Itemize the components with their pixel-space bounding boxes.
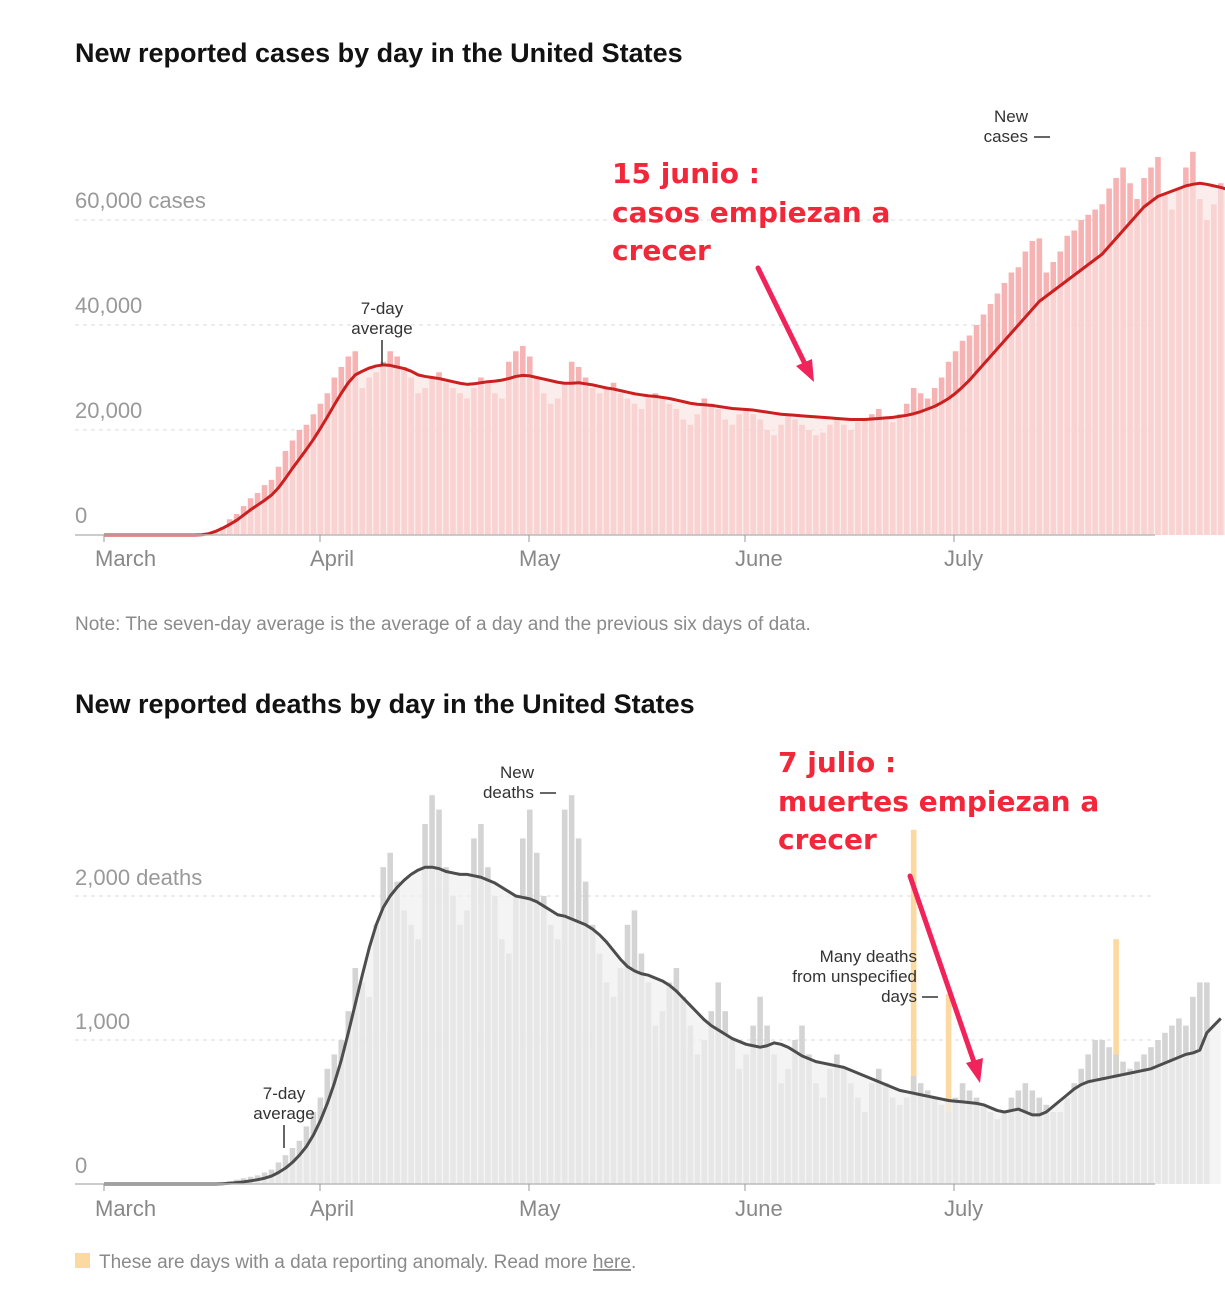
deaths-overlay-line2: muertes empiezan a	[778, 785, 1099, 818]
deaths-xtick-march: March	[95, 1196, 156, 1221]
anomaly-note-text: These are days with a data reporting ano…	[99, 1252, 593, 1273]
cases-7day-average-line	[104, 181, 1225, 537]
cases-ytick-20000: 20,000	[75, 398, 142, 423]
cases-xtick-march: March	[95, 546, 156, 571]
deaths-xtick-april: April	[310, 1196, 354, 1221]
deaths-7day-average-line	[104, 865, 1222, 1186]
deaths-average-area	[104, 867, 1221, 1184]
cases-annotation-average: 7-day average	[351, 299, 413, 365]
deaths-xtick-july: July	[944, 1196, 983, 1221]
cases-anno-avg-line2: average	[351, 319, 412, 338]
cases-xtick-april: April	[310, 546, 354, 571]
deaths-anno-avg-line2: average	[253, 1104, 314, 1123]
deaths-overlay-arrow-head	[966, 1058, 983, 1083]
anomaly-note-end: .	[631, 1252, 636, 1273]
deaths-xtick-may: May	[519, 1196, 561, 1221]
deaths-overlay-line1: 7 julio :	[778, 746, 896, 779]
cases-month-ticks: March April May June July	[95, 535, 983, 571]
deaths-month-ticks: March April May June July	[95, 1184, 983, 1221]
deaths-ytick-1000: 1,000	[75, 1009, 130, 1034]
deaths-anno-unspec-line3: days	[881, 987, 917, 1006]
cases-average-area	[104, 183, 1225, 535]
deaths-anno-unspec-line2: from unspecified	[792, 967, 917, 986]
deaths-anno-avg-line1: 7-day	[263, 1084, 306, 1103]
cases-xtick-july: July	[944, 546, 983, 571]
deaths-anno-new-line2: deaths	[483, 783, 534, 802]
deaths-annotation-unspecified: Many deaths from unspecified days	[792, 947, 938, 1006]
cases-y-ticks: 0 20,000 40,000 60,000 cases	[75, 188, 206, 528]
deaths-anomaly-bar	[945, 993, 952, 1184]
deaths-annotation-average: 7-day average	[253, 1084, 315, 1148]
deaths-anno-unspec-line1: Many deaths	[820, 947, 917, 966]
cases-overlay-arrow-head	[796, 359, 814, 382]
deaths-anno-new-line1: New	[500, 763, 535, 782]
cases-ytick-0: 0	[75, 503, 87, 528]
deaths-chart-title: New reported deaths by day in the United…	[75, 689, 695, 719]
cases-overlay-line2: casos empiezan a	[612, 196, 890, 229]
deaths-overlay-arrow-shaft	[907, 873, 978, 1068]
anomaly-note-link[interactable]: here	[593, 1252, 631, 1273]
deaths-overlay-line3: crecer	[778, 823, 877, 856]
deaths-ytick-2000: 2,000 deaths	[75, 865, 202, 890]
cases-xtick-june: June	[735, 546, 783, 571]
cases-xtick-may: May	[519, 546, 561, 571]
cases-chart-title: New reported cases by day in the United …	[75, 38, 683, 68]
cases-anno-new-line2: cases	[984, 127, 1028, 146]
deaths-overlay-annotation: 7 julio : muertes empiezan a crecer	[778, 746, 1099, 1083]
cases-anno-avg-line1: 7-day	[361, 299, 404, 318]
cases-note: Note: The seven-day average is the avera…	[75, 614, 811, 635]
cases-ytick-40000: 40,000	[75, 293, 142, 318]
anomaly-legend-swatch	[75, 1253, 90, 1268]
cases-anno-new-line1: New	[994, 107, 1029, 126]
cases-overlay-annotation: 15 junio : casos empiezan a crecer	[612, 157, 890, 382]
deaths-xtick-june: June	[735, 1196, 783, 1221]
cases-overlay-line1: 15 junio :	[612, 157, 760, 190]
anomaly-note: These are days with a data reporting ano…	[99, 1252, 636, 1273]
cases-ytick-60000: 60,000 cases	[75, 188, 206, 213]
cases-overlay-arrow-shaft	[755, 265, 809, 369]
deaths-y-ticks: 0 1,000 2,000 deaths	[75, 865, 202, 1178]
cases-overlay-line3: crecer	[612, 234, 711, 267]
deaths-ytick-0: 0	[75, 1153, 87, 1178]
deaths-annotation-new: New deaths	[483, 763, 556, 802]
cases-annotation-new: New cases	[984, 107, 1050, 146]
deaths-anomaly-bar	[910, 829, 917, 1184]
